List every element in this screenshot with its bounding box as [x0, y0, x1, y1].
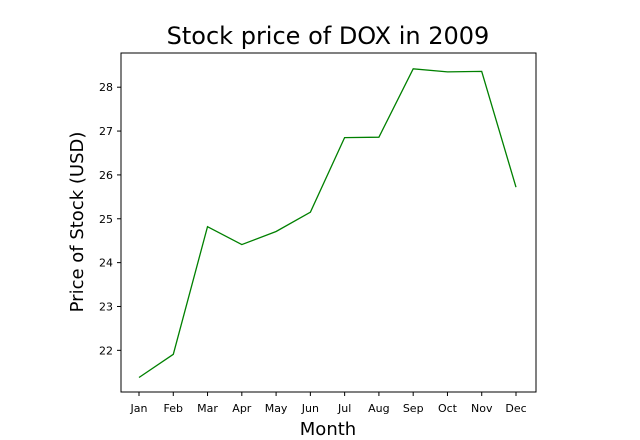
y-tick-label: 23 — [99, 300, 113, 313]
x-tick-label: Mar — [197, 402, 218, 415]
x-tick-label: Jun — [301, 402, 319, 415]
x-tick-label: May — [265, 402, 288, 415]
x-tick-label: Oct — [438, 402, 458, 415]
y-tick-label: 22 — [99, 344, 113, 357]
y-tick-label: 28 — [99, 81, 113, 94]
y-axis-label: Price of Stock (USD) — [67, 132, 88, 313]
y-tick-label: 26 — [99, 169, 113, 182]
x-tick-label: Nov — [471, 402, 493, 415]
x-axis: Jan Feb Mar Apr May Jun Jul Aug Sep Oct Nov Dec — [130, 392, 527, 415]
y-axis: 22 23 24 25 26 27 28 — [99, 81, 121, 357]
plot-frame — [120, 52, 537, 393]
x-tick-label: Jul — [337, 402, 351, 415]
x-tick-label: Sep — [403, 402, 424, 415]
y-tick-label: 25 — [99, 213, 113, 226]
x-tick-label: Feb — [164, 402, 183, 415]
x-tick-label: Dec — [505, 402, 526, 415]
y-tick-label: 24 — [99, 257, 113, 270]
x-axis-label: Month — [300, 419, 356, 440]
series-line — [138, 68, 517, 379]
x-tick-label: Jan — [130, 402, 148, 415]
y-tick-label: 27 — [99, 125, 113, 138]
x-tick-label: Aug — [368, 402, 389, 415]
chart-title: Stock price of DOX in 2009 — [167, 22, 490, 50]
x-tick-label: Apr — [232, 402, 252, 415]
